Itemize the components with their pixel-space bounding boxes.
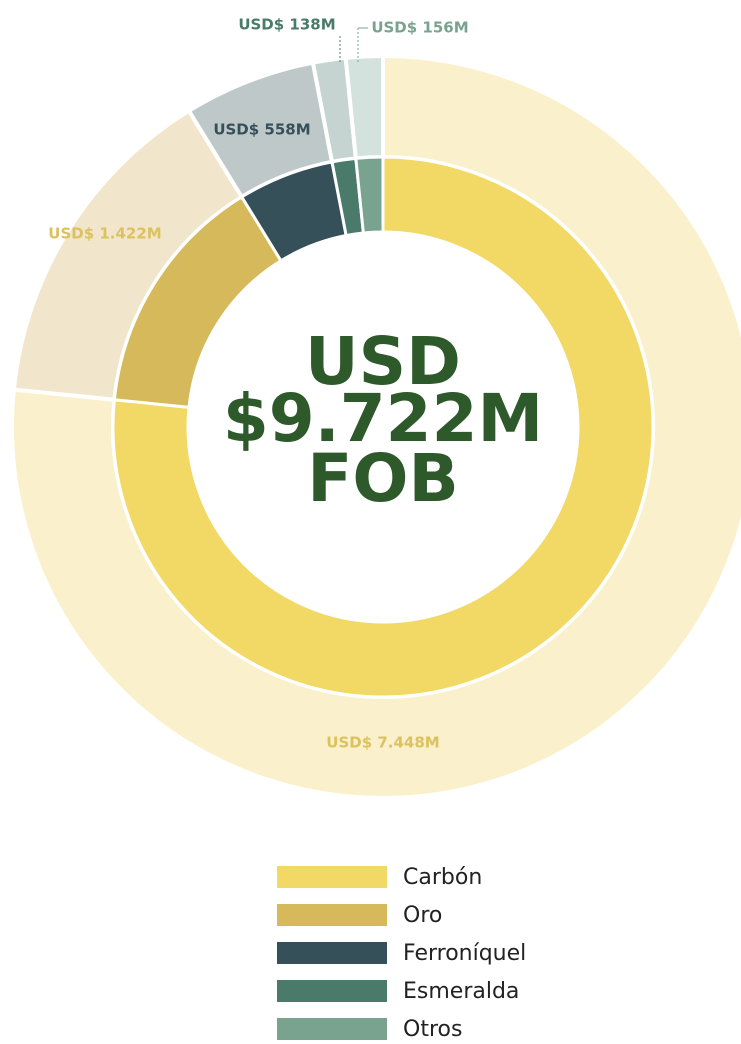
value-label: USD$ 138M [238,16,335,34]
inner-slice [354,155,385,235]
legend-label: Otros [403,1017,462,1042]
value-label: USD$ 156M [371,19,468,37]
legend-swatch [277,1018,387,1040]
inner-slice [111,155,655,699]
legend-swatch [277,942,387,964]
center-label: FOB [307,440,459,517]
center-label: USD [305,323,461,400]
center-label: $9.722M [223,380,543,457]
legend-label: Oro [403,903,442,928]
legend-label: Ferroníquel [403,941,526,966]
legend-swatch [277,980,387,1002]
legend-label: Carbón [403,865,482,890]
value-label: USD$ 558M [213,121,310,139]
value-label: USD$ 7.448M [326,734,439,752]
value-label: USD$ 1.422M [48,225,161,243]
legend-swatch [277,904,387,926]
legend-label: Esmeralda [403,979,519,1004]
legend-swatch [277,866,387,888]
